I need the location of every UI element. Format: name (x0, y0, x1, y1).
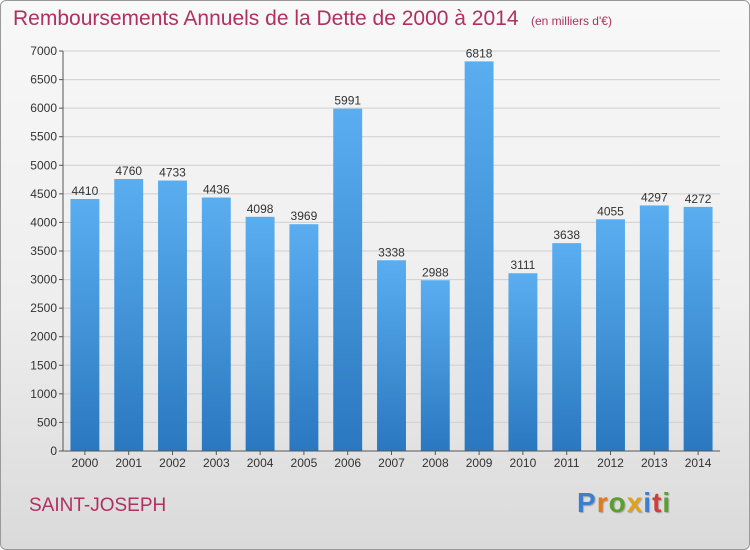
bar (289, 224, 319, 451)
data-label: 4733 (159, 166, 186, 180)
data-label: 4436 (203, 183, 230, 197)
data-label: 3969 (291, 209, 318, 223)
x-tick-label: 2008 (422, 456, 449, 470)
bar (158, 180, 187, 452)
data-label: 4410 (72, 184, 99, 198)
bar (683, 206, 713, 451)
data-label: 3638 (553, 228, 580, 242)
bar (596, 219, 625, 451)
x-tick-label: 2012 (597, 456, 624, 470)
x-tick-label: 2013 (641, 456, 668, 470)
logo-letter: P (577, 487, 597, 518)
axes (62, 51, 720, 452)
y-tick-label: 4000 (30, 215, 57, 229)
x-tick-label: 2011 (554, 456, 580, 470)
x-tick-label: 2007 (378, 456, 405, 470)
y-tick-label: 0 (50, 444, 57, 458)
data-label: 3338 (378, 245, 405, 259)
x-tick-label: 2009 (466, 456, 493, 470)
bar (639, 205, 669, 451)
y-tick-label: 1000 (30, 387, 57, 401)
proxiti-logo: Proxiti (577, 487, 671, 519)
bar (70, 199, 100, 451)
y-tick-label: 5000 (30, 158, 57, 172)
y-tick-label: 500 (37, 415, 57, 429)
logo-letter: o (608, 487, 627, 518)
data-labels: 4410 4760 4733 4436 4098 3969 5991 3338 2988 6818… (72, 46, 712, 279)
data-label: 6818 (466, 46, 493, 60)
x-tick-label: 2004 (247, 456, 274, 470)
logo-letter: i (662, 487, 672, 518)
bar (377, 260, 406, 451)
data-label: 3111 (510, 258, 535, 272)
bar (201, 197, 231, 451)
y-tick-label: 2000 (30, 330, 57, 344)
data-label: 4297 (641, 190, 668, 204)
x-tick-label: 2003 (203, 456, 230, 470)
bar (464, 61, 494, 452)
x-tick-label: 2014 (685, 456, 712, 470)
y-tick-label: 3500 (30, 244, 57, 258)
data-label: 4055 (597, 204, 624, 218)
bar (333, 108, 363, 452)
x-tick-label: 2000 (72, 456, 99, 470)
x-tick-label: 2006 (334, 456, 361, 470)
x-axis-ticks: 2000 2001 2002 2003 2004 2005 2006 2007 2008 2009… (72, 451, 712, 470)
y-tick-label: 6000 (30, 101, 57, 115)
bar (420, 280, 450, 451)
y-tick-label: 2500 (30, 301, 57, 315)
chart-title: Remboursements Annuels de la Dette de 20… (13, 7, 519, 30)
x-tick-label: 2002 (159, 456, 186, 470)
bar (114, 179, 144, 451)
logo-letter: x (626, 487, 644, 518)
y-axis-ticks: 0 500 1000 1500 2000 2500 3000 3500 4000 4500 5000… (30, 44, 63, 458)
commune-name: SAINT-JOSEPH (29, 495, 167, 516)
chart-subtitle: (en milliers d'€) (530, 14, 612, 28)
data-label: 4760 (115, 164, 142, 178)
data-label: 2988 (422, 265, 449, 279)
data-label: 5991 (334, 94, 361, 108)
bar (508, 273, 538, 451)
logo-letter: t (652, 487, 663, 518)
data-label: 4272 (685, 192, 712, 206)
x-tick-label: 2010 (510, 456, 537, 470)
y-tick-label: 7000 (30, 44, 57, 58)
bar (552, 243, 582, 451)
logo-letter: r (596, 487, 609, 518)
title-row: Remboursements Annuels de la Dette de 20… (13, 7, 612, 31)
x-tick-label: 2001 (115, 456, 142, 470)
y-tick-label: 6500 (30, 73, 57, 87)
y-tick-label: 3000 (30, 273, 57, 287)
x-tick-label: 2005 (291, 456, 318, 470)
y-tick-label: 1500 (30, 358, 57, 372)
y-tick-label: 4500 (30, 187, 57, 201)
y-tick-label: 5500 (30, 130, 57, 144)
bars (70, 61, 713, 452)
data-label: 4098 (247, 202, 274, 216)
logo-letter: i (643, 487, 653, 518)
bar (245, 216, 275, 451)
